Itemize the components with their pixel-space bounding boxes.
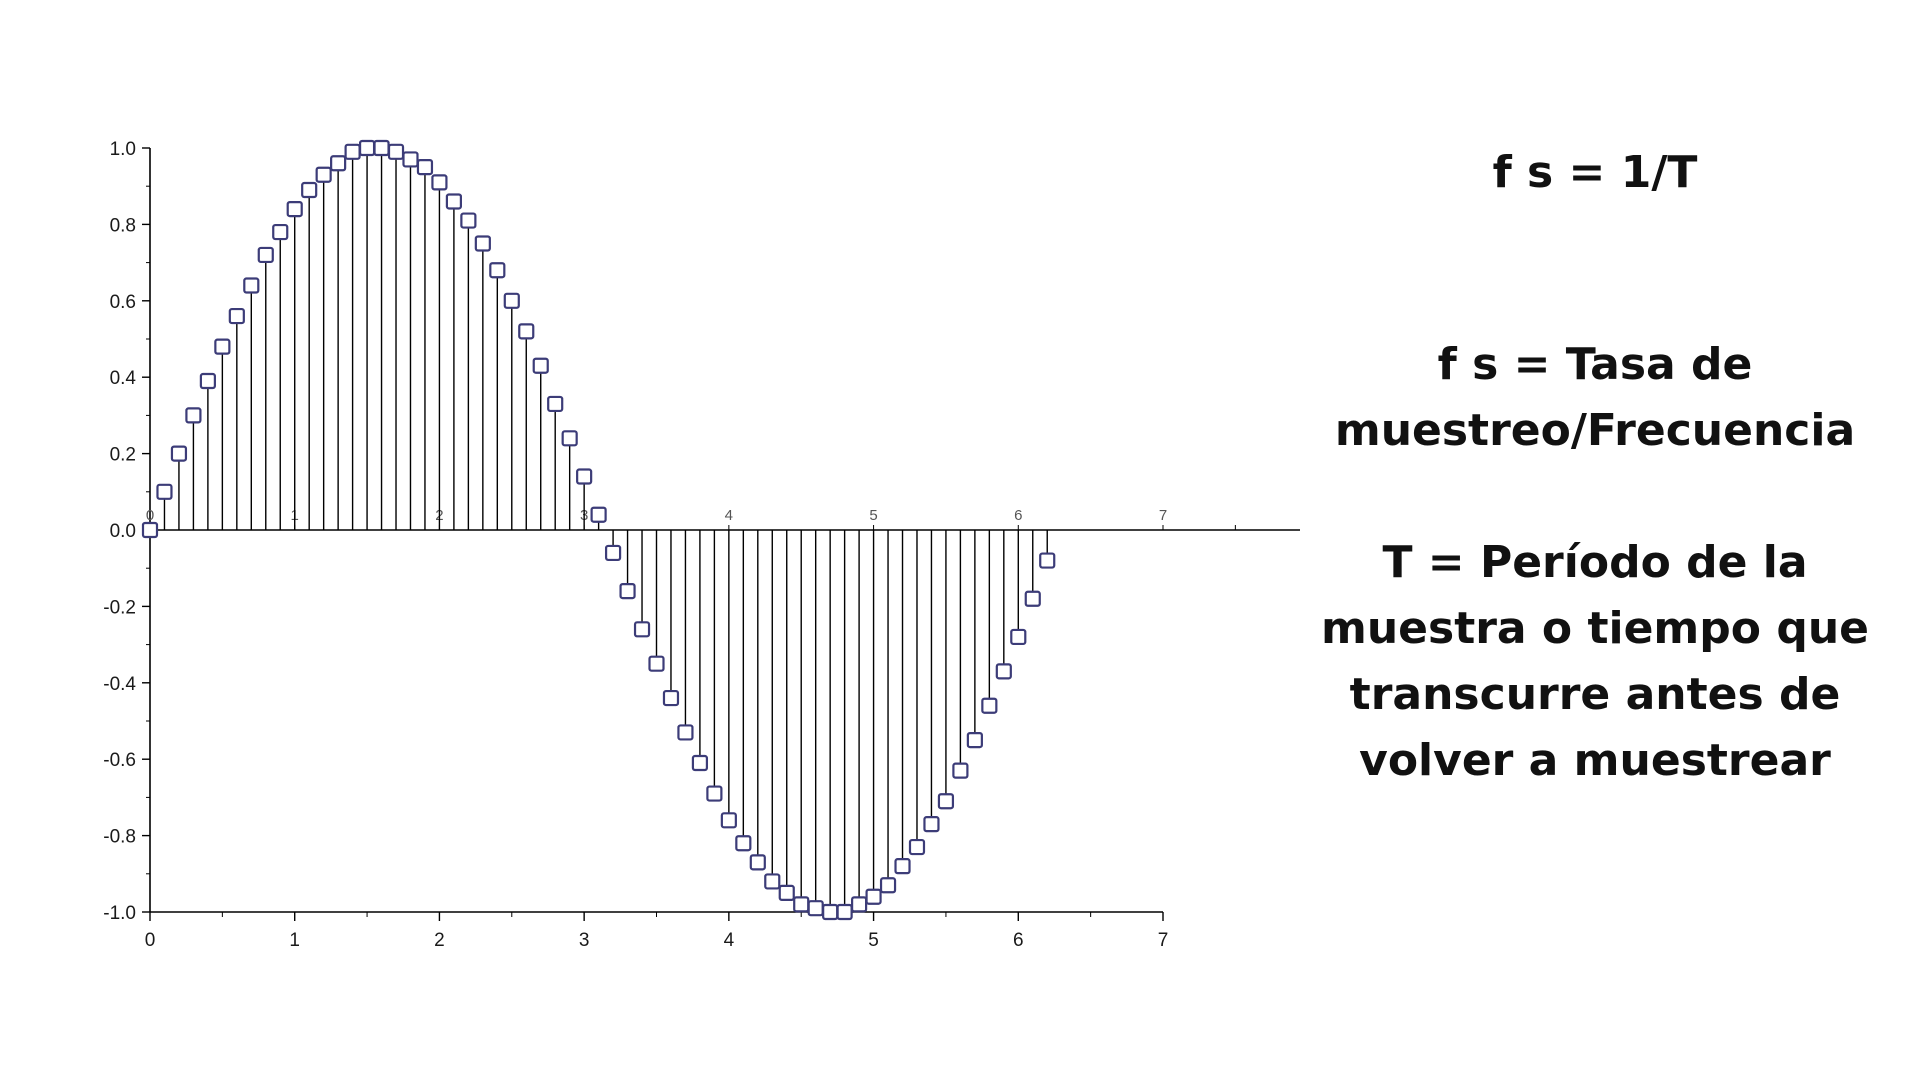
sample-marker (344, 143, 361, 160)
zero-line-tick-label: 7 (1159, 507, 1167, 524)
sample-marker (330, 155, 347, 172)
sample-marker (431, 174, 448, 191)
sample-marker (228, 307, 245, 325)
sample-marker (836, 903, 853, 921)
x-tick-label: 4 (724, 930, 735, 951)
sample-marker (807, 900, 824, 917)
sample-marker (894, 858, 911, 875)
sample-marker (749, 854, 766, 871)
sample-marker (778, 884, 795, 902)
sample-marker (315, 166, 332, 183)
zero-line-tick-label: 5 (869, 507, 877, 524)
sample-marker (677, 724, 694, 741)
y-tick-label: 0.8 (110, 215, 136, 236)
sample-marker (648, 655, 665, 672)
sample-marker (590, 506, 607, 523)
sample-marker (272, 223, 289, 241)
fs-definition: f s = Tasa de muestreo/Frecuencia (1334, 339, 1856, 456)
t-definition: T = Período de la muestra o tiempo que t… (1320, 537, 1869, 786)
sample-marker (474, 235, 491, 252)
sample-marker (1010, 628, 1027, 646)
y-tick-label: 0.4 (110, 368, 137, 389)
sample-marker (1024, 590, 1041, 607)
sample-marker (706, 785, 723, 802)
y-tick-label: 0.0 (110, 521, 136, 542)
sample-marker (170, 445, 188, 462)
sample-marker (691, 754, 709, 772)
sample-marker (503, 292, 520, 309)
y-tick-label: -0.2 (103, 597, 136, 618)
sample-marker (214, 338, 231, 355)
x-tick-label: 0 (145, 930, 156, 951)
y-tick-label: -0.6 (103, 750, 136, 771)
sample-marker (1039, 552, 1056, 569)
x-tick-label: 6 (1013, 930, 1024, 951)
x-tick-label: 5 (868, 930, 879, 951)
sample-marker (850, 896, 868, 913)
sample-marker (387, 143, 405, 160)
sample-marker (879, 877, 897, 894)
sample-marker (952, 762, 969, 779)
sample-marker (619, 583, 636, 600)
sample-marker (532, 357, 549, 374)
x-tick-label: 2 (434, 930, 445, 951)
sample-marker (764, 873, 781, 890)
sample-marker (793, 896, 810, 913)
sample-marker (981, 697, 998, 714)
sample-marker (662, 689, 680, 707)
sample-marker (865, 888, 882, 905)
sample-marker (489, 262, 506, 279)
sample-marker (937, 793, 955, 810)
sample-marker (358, 139, 376, 157)
y-tick-label: -0.4 (103, 674, 136, 695)
sample-marker (185, 407, 202, 424)
sample-marker (604, 544, 622, 562)
sample-marker (923, 816, 940, 833)
sample-marker (402, 151, 419, 168)
text-panel: f s = 1/T f s = Tasa de muestreo/Frecuen… (1300, 140, 1890, 794)
sample-marker (141, 521, 159, 539)
y-tick-label: -0.8 (103, 827, 136, 848)
sample-marker (243, 277, 260, 294)
sample-marker (576, 468, 593, 485)
sample-marker (156, 483, 173, 500)
sample-marker (720, 812, 737, 829)
sample-marker (416, 159, 434, 176)
x-tick-label: 7 (1158, 930, 1169, 951)
y-tick-label: -1.0 (103, 903, 136, 924)
sample-marker (286, 201, 303, 218)
sample-marker (460, 212, 477, 229)
sampling-formula: f s = 1/T (1492, 147, 1698, 198)
sample-marker (995, 663, 1012, 680)
sample-marker (822, 903, 839, 921)
sample-marker (561, 430, 578, 447)
sample-marker (735, 835, 752, 852)
x-tick-label: 1 (289, 930, 300, 951)
x-tick-label: 3 (579, 930, 590, 951)
y-tick-label: 0.2 (110, 445, 136, 466)
y-tick-label: 1.0 (110, 139, 136, 160)
sample-marker (257, 246, 274, 264)
zero-line-tick-label: 0 (146, 507, 154, 524)
sample-marker (908, 838, 926, 856)
sample-marker (445, 193, 462, 210)
y-tick-label: 0.6 (110, 292, 136, 313)
zero-line-tick-label: 4 (725, 507, 733, 524)
sample-marker (518, 323, 535, 340)
sample-marker (373, 139, 390, 157)
zero-line-tick-label: 6 (1014, 507, 1022, 524)
sample-marker (301, 181, 318, 199)
sample-marker (966, 731, 983, 749)
sample-marker (547, 395, 564, 413)
sample-marker (633, 621, 651, 638)
sample-marker (199, 372, 216, 390)
